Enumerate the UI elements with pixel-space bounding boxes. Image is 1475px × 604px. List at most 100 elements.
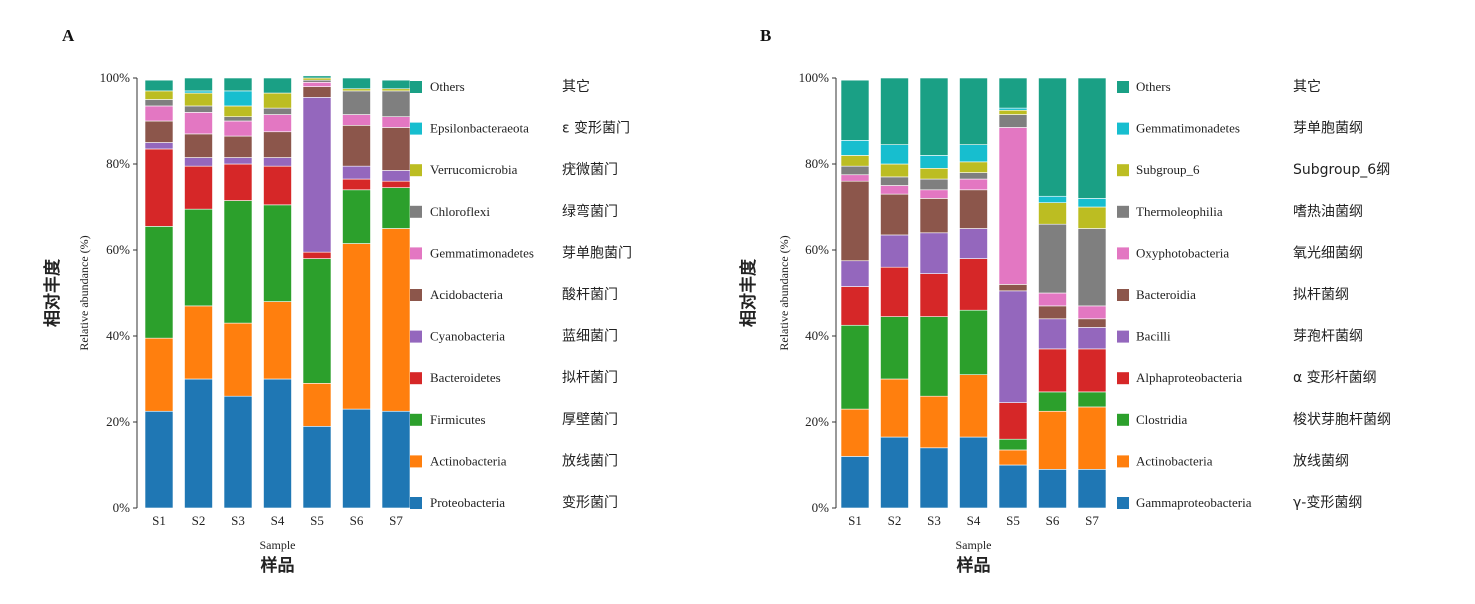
bar-segment-b-s7-8 [1077, 228, 1107, 307]
bar-segment-b-s6-10 [1038, 195, 1067, 203]
legend-label-b-11: Others [1136, 79, 1171, 94]
bar-segment-b-s3-11 [919, 77, 949, 156]
bar-segment-a-s3-10 [223, 90, 253, 107]
bar-segment-b-s5-11 [998, 77, 1028, 109]
bar-segment-a-s3-9 [223, 105, 253, 117]
legend-label-a-7: Gemmatimonadetes [430, 245, 534, 260]
bar-segment-b-s7-9 [1077, 206, 1107, 229]
bar-segment-b-s2-2 [880, 378, 909, 438]
bar-segment-b-s1-8 [840, 165, 870, 176]
bar-segment-b-s2-9 [880, 163, 909, 178]
bar-segment-b-s7-10 [1077, 198, 1107, 208]
bar-segment-b-s5-3 [998, 438, 1028, 451]
bar-segment-a-s2-5 [184, 157, 213, 167]
bar-segment-a-s2-6 [184, 133, 213, 158]
legend-label-a-1: Proteobacteria [430, 495, 505, 510]
y-tick-label-b: 60% [805, 242, 829, 257]
legend-label-cn-b-1: γ-变形菌纲 [1293, 495, 1362, 511]
legend-swatch-a-1 [410, 497, 422, 509]
bar-segment-a-s4-1 [263, 378, 292, 509]
bar-segment-a-s5-7 [302, 82, 332, 87]
bar-segment-a-s5-2 [302, 382, 332, 427]
x-tick-label-b: S5 [1006, 513, 1020, 528]
bar-segment-b-s1-11 [840, 79, 870, 141]
legend-swatch-b-7 [1117, 247, 1129, 260]
bar-segment-a-s5-4 [302, 251, 332, 259]
legend-label-cn-a-3: 厚壁菌门 [562, 412, 618, 428]
legend-label-a-10: Epsilonbacteraeota [430, 121, 529, 136]
bar-segment-a-s3-2 [223, 322, 253, 397]
bar-segment-a-s1-4 [144, 148, 174, 227]
legend-swatch-b-10 [1117, 122, 1129, 135]
bar-segment-b-s5-4 [998, 402, 1028, 440]
bar-segment-b-s7-5 [1077, 327, 1107, 350]
bar-segment-a-s1-2 [144, 337, 174, 412]
legend-swatch-a-2 [410, 455, 422, 468]
bar-segment-b-s5-6 [998, 284, 1028, 292]
bar-segment-b-s6-2 [1038, 410, 1067, 470]
bar-segment-a-s1-11 [144, 79, 174, 92]
bar-segment-b-s1-5 [840, 260, 870, 287]
legend-swatch-b-4 [1117, 372, 1129, 385]
legend-swatch-b-6 [1117, 289, 1129, 301]
legend-label-a-11: Others [430, 79, 465, 94]
x-tick-label-b: S4 [967, 513, 981, 528]
legend-label-cn-b-11: 其它 [1293, 78, 1321, 95]
y-axis-label-cn-a: 相对丰度 [42, 258, 63, 327]
x-tick-label-a: S4 [271, 513, 285, 528]
y-tick-label-b: 20% [805, 414, 829, 429]
bar-segment-a-s7-7 [381, 116, 411, 128]
bar-segment-a-s7-4 [381, 180, 411, 188]
bar-segment-a-s5-9 [302, 77, 332, 81]
bar-segment-b-s3-1 [919, 447, 949, 509]
bar-segment-b-s3-4 [919, 273, 949, 317]
bar-segment-b-s5-8 [998, 114, 1028, 128]
legend-label-cn-b-4: α 变形杆菌纲 [1293, 370, 1377, 386]
legend-label-b-5: Bacilli [1136, 329, 1171, 344]
legend-label-cn-b-6: 拟杆菌纲 [1293, 287, 1349, 303]
legend-swatch-a-10 [410, 122, 422, 135]
legend-swatch-b-8 [1117, 205, 1129, 218]
bar-segment-b-s4-11 [959, 77, 988, 145]
bar-segment-b-s3-2 [919, 395, 949, 449]
bar-segment-a-s4-9 [263, 92, 292, 109]
legend-label-cn-b-2: 放线菌纲 [1293, 453, 1349, 469]
x-tick-label-b: S7 [1085, 513, 1099, 528]
bar-segment-b-s6-3 [1038, 391, 1067, 412]
legend-swatch-b-1 [1117, 497, 1129, 509]
legend-swatch-a-9 [410, 164, 422, 177]
bar-segment-a-s6-5 [342, 165, 371, 180]
legend-label-b-10: Gemmatimonadetes [1136, 121, 1240, 136]
bar-segment-a-s2-9 [184, 92, 213, 107]
legend-label-cn-a-5: 蓝细菌门 [562, 329, 618, 345]
bar-segment-a-s6-11 [342, 77, 371, 90]
bar-segment-b-s2-6 [880, 193, 909, 236]
bar-segment-b-s1-1 [840, 456, 870, 509]
legend-swatch-a-11 [410, 81, 422, 93]
bar-segment-a-s1-8 [144, 99, 174, 107]
y-tick-label-b: 40% [805, 328, 829, 343]
bar-segment-b-s2-1 [880, 436, 909, 509]
bar-segment-b-s4-2 [959, 374, 988, 438]
bar-segment-a-s4-5 [263, 157, 292, 167]
legend-label-cn-a-8: 绿弯菌门 [562, 203, 618, 220]
x-axis-label-cn-a: 样品 [261, 555, 295, 576]
bar-segment-b-s3-5 [919, 232, 949, 274]
x-tick-label-a: S2 [192, 513, 206, 528]
bar-segment-a-s3-1 [223, 395, 253, 509]
legend-label-cn-a-10: ε 变形菌门 [562, 121, 630, 137]
legend-label-cn-a-1: 变形菌门 [562, 495, 618, 511]
bar-segment-a-s7-3 [381, 187, 411, 229]
bar-segment-a-s3-11 [223, 77, 253, 92]
bar-segment-b-s6-11 [1038, 77, 1067, 197]
bar-segment-b-s3-6 [919, 198, 949, 234]
bar-segment-a-s4-4 [263, 165, 292, 206]
y-tick-label-a: 100% [100, 70, 131, 85]
bar-segment-a-s3-4 [223, 163, 253, 201]
bar-segment-a-s1-5 [144, 142, 174, 150]
bar-segment-a-s5-8 [302, 79, 332, 83]
bar-segment-a-s6-1 [342, 408, 371, 509]
x-tick-label-a: S5 [310, 513, 324, 528]
x-tick-label-b: S3 [927, 513, 941, 528]
bar-segment-b-s1-6 [840, 180, 870, 262]
